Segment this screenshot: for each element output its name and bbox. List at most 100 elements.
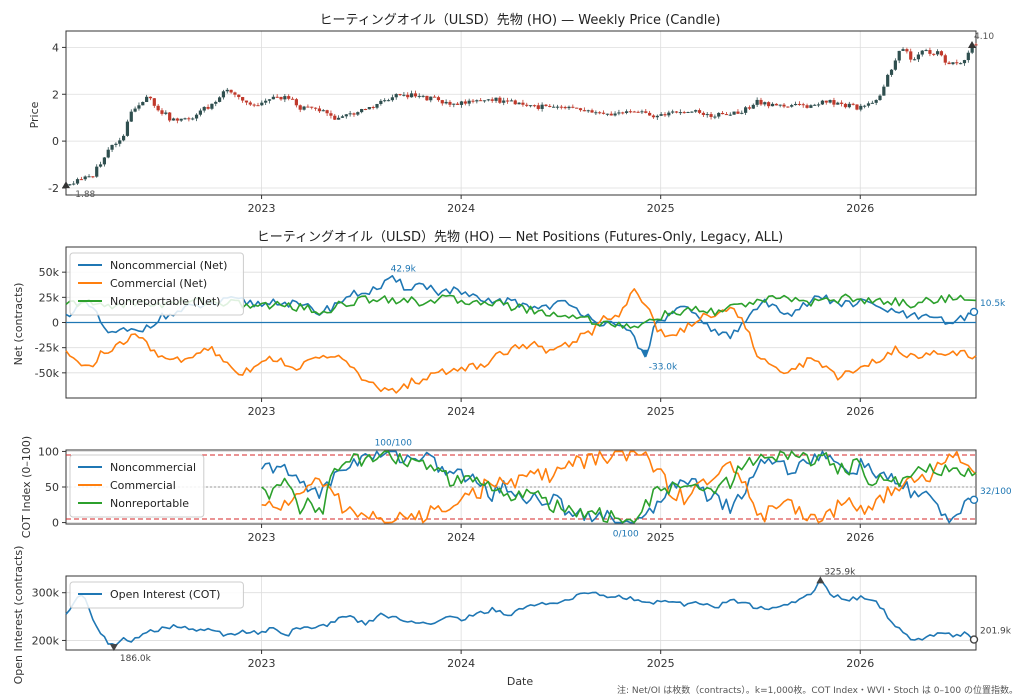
price-panel: 4 2 0 -2 -1.88 4.10 2023 2024 2025 2026 [48,30,994,215]
price-candle-body [609,113,613,116]
price-candle-body [663,114,667,116]
net-ylabel: Net (contracts) [12,283,25,366]
oi-xtick-label: 2026 [846,657,874,670]
price-candle-body [283,96,287,100]
price-candle-body [164,112,168,114]
net-ytick-label: -50k [35,367,60,380]
price-candle-body [348,113,352,115]
price-candle-body [183,118,187,120]
price-candle-body [747,107,752,109]
price-candle-body [959,63,963,65]
price-candle-body [141,102,145,106]
price-candle-body [717,112,721,117]
price-candle-body [509,100,514,102]
price-ytick-label: -2 [48,182,59,195]
price-candle-body [271,96,275,100]
price-plot-area [66,31,976,195]
price-candle-body [628,111,633,113]
price-candle-body [110,144,114,150]
oi-min-marker [109,644,118,652]
oi-min-label: 186.0k [120,654,152,664]
price-candle-body [256,105,260,107]
net-min-marker [640,349,649,358]
price-candle-body [482,100,487,102]
price-candle-body [375,103,379,108]
price-candle-body [379,100,383,104]
price-candle-body [824,100,828,103]
price-candle-body [233,92,237,95]
price-candle-body [98,164,103,167]
price-candle-body [955,62,959,64]
price-candle-body [705,114,709,116]
price-candle-body [770,103,775,107]
price-candle-body [882,86,886,96]
price-candle-body [966,52,970,61]
price-candle-body [866,103,871,106]
price-candle-body [406,94,410,98]
price-candle-body [409,93,414,98]
net-min-label: -33.0k [649,363,678,373]
price-candle-body [671,111,675,113]
price-candle-body [951,62,955,65]
price-candle-body [644,111,648,113]
price-candle-body [333,115,337,120]
price-candle-body [594,112,598,114]
oi-max-label: 325.9k [824,567,856,577]
price-candle-body [436,97,441,101]
oi-legend-label: Open Interest (COT) [110,588,220,601]
price-candle-body [697,110,702,113]
price-candle-body [774,103,778,106]
price-candle-body [751,104,755,109]
price-candle-body [425,95,429,101]
price-candle-body [390,97,394,101]
price-candle-body [648,112,652,116]
price-candle-body [598,112,602,114]
price-candle-body [87,176,91,178]
price-candle-body [433,96,437,98]
price-candle-body [198,110,202,115]
price-candle-body [690,111,694,113]
cot-ytick-label: 0 [52,517,59,530]
price-candle-body [187,118,191,120]
price-candle-body [936,51,940,55]
price-candle-body [970,44,974,53]
cot-legend-label: Commercial [110,479,176,492]
price-candle-body [897,50,901,61]
price-candle-body [759,99,763,105]
price-candle-body [878,95,882,101]
price-candle-body [171,118,176,121]
price-candle-body [840,102,844,104]
price-candle-body [444,101,448,104]
price-candle-body [241,97,245,101]
price-candle-body [148,96,153,99]
price-candle-body [559,106,563,108]
price-candle-body [152,98,156,106]
price-candle-body [540,104,544,109]
price-candle-body [471,100,475,102]
price-candle-body [91,176,95,178]
price-candle-body [490,99,494,101]
price-candle-body [363,109,368,111]
net-chart-title: ヒーティングオイル（ULSD）先物 (HO) — Net Positions (… [257,230,783,245]
price-ytick-label: 0 [52,135,59,148]
price-candle-body [605,113,609,115]
cot-legend-label: Noncommercial [110,461,196,474]
price-candle-body [674,111,679,113]
price-candle-body [924,50,928,52]
price-candle-body [337,117,341,120]
oi-last-label: 201.9k [980,627,1012,637]
price-candle-body [486,99,490,101]
price-candle-body [221,91,226,98]
price-candle-body [640,111,644,113]
price-candle-body [217,97,222,102]
oi-xtick-label: 2025 [647,657,675,670]
price-candle-body [371,107,375,109]
price-candle-body [682,112,686,114]
price-candle-body [912,59,917,61]
price-candle-body [736,111,740,114]
price-candle-body [578,108,583,111]
price-candle-body [229,89,233,93]
price-candle-body [870,102,874,104]
cot-ytick-label: 50 [45,481,59,494]
net-ytick-label: 50k [39,266,60,279]
